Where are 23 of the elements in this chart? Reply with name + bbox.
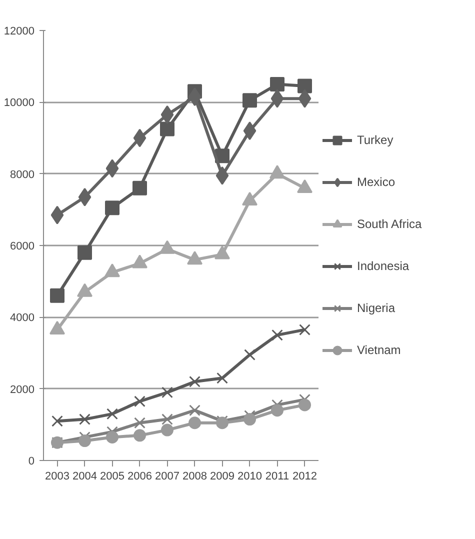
x-tick-label: 2010 <box>238 470 262 482</box>
y-tick-label: 4000 <box>10 312 35 324</box>
x-tick-label: 2008 <box>182 470 207 482</box>
y-tick-label: 8000 <box>10 168 35 181</box>
legend-label: Indonesia <box>357 259 410 273</box>
y-tick-label: 12000 <box>4 26 35 38</box>
legend-label: Mexico <box>357 175 396 189</box>
x-tick-label: 2006 <box>128 470 152 482</box>
y-tick-label: 2000 <box>10 384 35 396</box>
legend-label: Turkey <box>357 133 394 147</box>
x-tick-label: 2011 <box>265 470 290 482</box>
legend-label: South Africa <box>357 217 422 231</box>
x-tick-label: 2007 <box>155 470 180 482</box>
y-tick-label: 6000 <box>10 240 35 252</box>
y-tick-label: 10000 <box>4 97 35 110</box>
legend-label: Nigeria <box>357 301 396 315</box>
x-tick-label: 2012 <box>292 470 317 482</box>
x-tick-label: 2003 <box>45 470 70 482</box>
x-tick-label: 2005 <box>100 470 124 482</box>
y-tick-label: 0 <box>28 456 35 468</box>
x-tick-label: 2004 <box>72 470 97 482</box>
legend-label: Vietnam <box>357 343 401 357</box>
x-tick-label: 2009 <box>210 470 234 482</box>
